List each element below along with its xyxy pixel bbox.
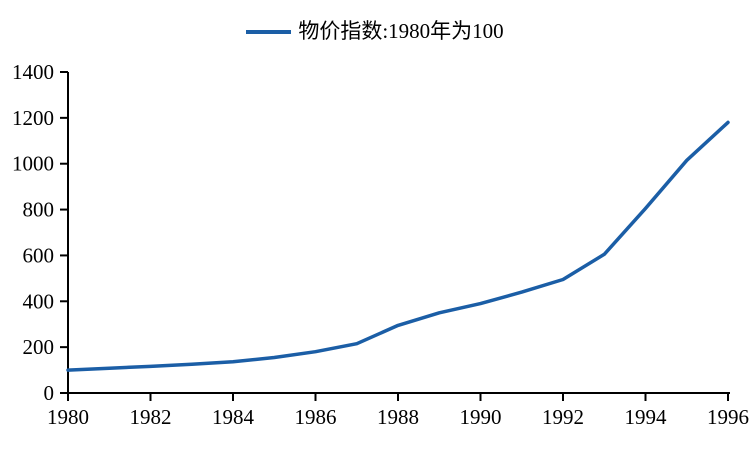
price-index-line: [66, 120, 730, 372]
x-axis-tick-label: 1990: [460, 405, 502, 429]
y-axis-tick-label: 1400: [12, 60, 54, 84]
x-axis-tick-label: 1996: [707, 405, 749, 429]
x-axis-tick-label: 1986: [295, 405, 337, 429]
x-axis-tick-label: 1992: [542, 405, 584, 429]
y-axis-tick-label: 800: [23, 198, 55, 222]
x-axis-tick-label: 1982: [130, 405, 172, 429]
x-axis-tick-label: 1994: [625, 405, 668, 429]
y-axis-tick-label: 0: [44, 381, 55, 405]
x-axis-tick-label: 1980: [47, 405, 89, 429]
y-axis-tick-label: 1200: [12, 106, 54, 130]
y-axis-tick-label: 200: [23, 335, 55, 359]
axes-lines: [67, 72, 730, 394]
x-axis-tick-label: 1984: [212, 405, 255, 429]
y-axis-tick-label: 400: [23, 289, 55, 313]
y-axis-tick-label: 1000: [12, 152, 54, 176]
y-axis-tick-label: 600: [23, 243, 55, 267]
x-axis-tick-label: 1988: [377, 405, 419, 429]
